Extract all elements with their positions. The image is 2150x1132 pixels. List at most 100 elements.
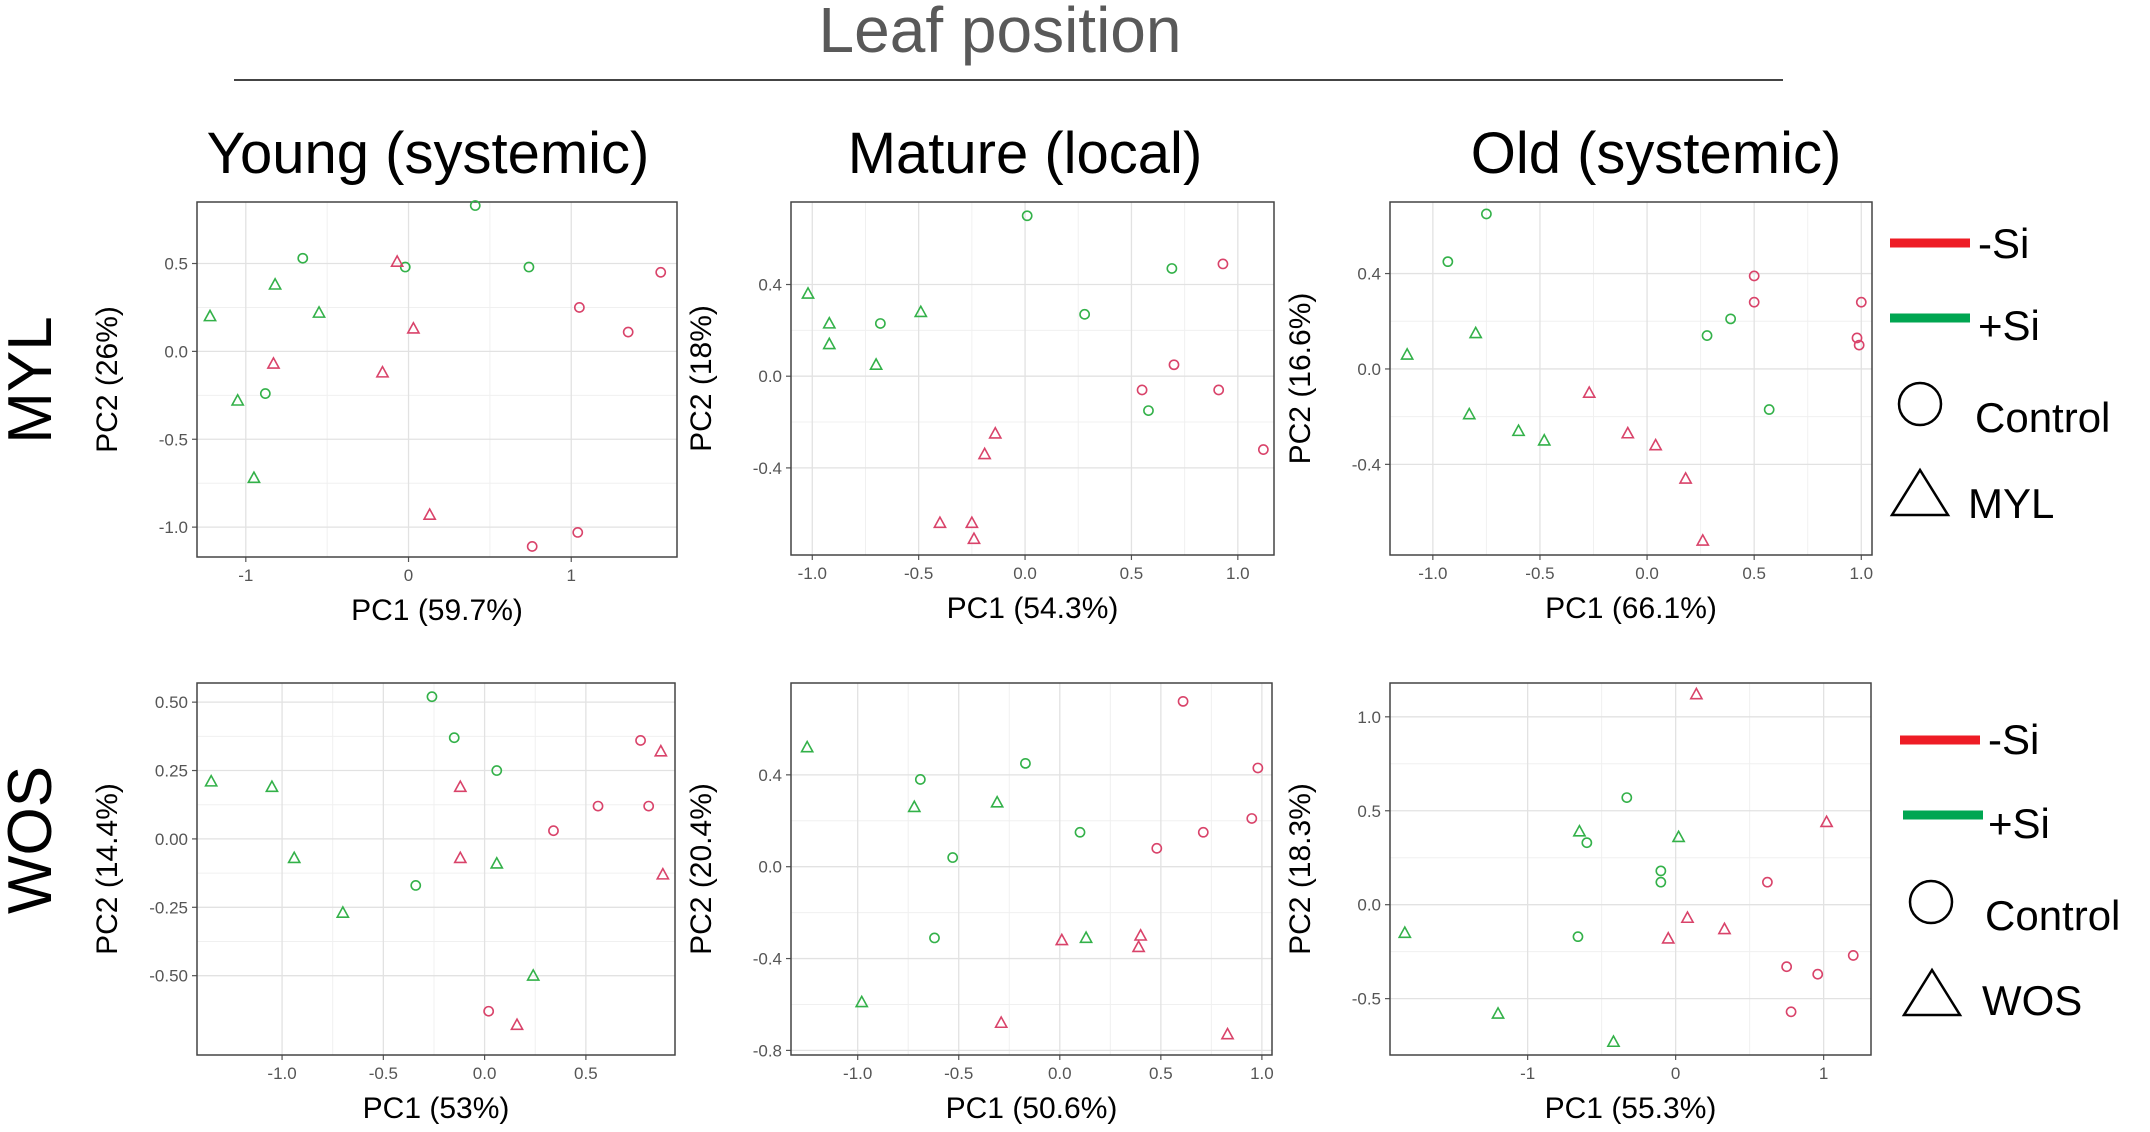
figure-title: Leaf position [819, 0, 1182, 66]
point-minus-si-circle [1252, 762, 1264, 774]
x-tick-label: 1.0 [1226, 564, 1250, 583]
legend-wos-triangle-label: WOS [1982, 977, 2082, 1024]
x-tick-label: 1 [1819, 1064, 1828, 1083]
point-plus-si-circle [1572, 931, 1584, 943]
x-tick-label: 0.5 [574, 1064, 598, 1083]
point-minus-si-circle [1851, 332, 1863, 344]
x-tick-label: 1.0 [1849, 564, 1873, 583]
point-plus-si-circle [469, 200, 481, 211]
point-minus-si-circle [1855, 296, 1867, 308]
legend-myl-plus-si-label: +Si [1978, 302, 2040, 349]
y-tick-label: 0.4 [758, 766, 782, 785]
point-plus-si-triangle [526, 968, 541, 981]
y-tick-label: 0.5 [1357, 802, 1381, 821]
row-label-wos: WOS [0, 766, 65, 914]
point-minus-si-triangle [977, 446, 992, 460]
panel-border [790, 201, 1275, 556]
x-tick-label: 0.5 [1149, 1064, 1173, 1083]
point-plus-si-triangle [1511, 423, 1526, 437]
y-tick-label: 0.00 [155, 830, 188, 849]
point-plus-si-circle [1655, 876, 1667, 888]
point-plus-si-circle [297, 252, 309, 264]
point-minus-si-circle [573, 302, 585, 313]
point-minus-si-circle [655, 266, 667, 278]
y-tick-label: 0.5 [164, 255, 188, 274]
legend-wos-circle-icon [1908, 879, 1954, 925]
point-minus-si-circle [548, 825, 559, 837]
point-minus-si-triangle [932, 515, 947, 529]
point-minus-si-circle [1748, 296, 1760, 308]
point-minus-si-triangle [1648, 437, 1663, 451]
y-tick-label: 1.0 [1357, 708, 1381, 727]
point-minus-si-circle [1151, 842, 1163, 854]
point-minus-si-triangle [1620, 425, 1635, 439]
x-tick-label: -1.0 [843, 1064, 872, 1083]
point-minus-si-circle [1812, 968, 1824, 980]
x-axis-label: PC1 (66.1%) [1545, 592, 1717, 625]
point-plus-si-triangle [203, 308, 217, 322]
x-tick-label: -0.5 [1525, 564, 1554, 583]
y-axis-label: PC2 (26%) [91, 306, 124, 453]
point-plus-si-triangle [907, 799, 922, 813]
point-plus-si-triangle [1462, 406, 1477, 420]
point-plus-si-triangle [1671, 829, 1686, 843]
y-tick-label: 0.50 [155, 693, 188, 712]
point-minus-si-triangle [964, 515, 979, 529]
point-minus-si-circle [1246, 813, 1258, 824]
point-plus-si-circle [1621, 792, 1633, 804]
point-plus-si-triangle [822, 336, 837, 350]
point-plus-si-triangle [230, 393, 245, 406]
panel-border [790, 682, 1273, 1056]
panel-young-wos: -1.0 -0.5 0.0 0.5 -0.50 -0.25 0.00 0.25 0.50 PC1 … [91, 682, 676, 1125]
point-plus-si-circle [1481, 208, 1492, 220]
point-minus-si-triangle [994, 1015, 1009, 1029]
panel-border [196, 682, 676, 1056]
point-plus-si-circle [1166, 263, 1178, 274]
point-minus-si-triangle [375, 365, 390, 378]
point-plus-si-triangle [287, 850, 302, 864]
x-tick-label: 0.5 [1742, 564, 1766, 583]
point-plus-si-triangle [822, 316, 837, 329]
legend-myl-circle-icon [1897, 381, 1943, 427]
point-minus-si-triangle [1695, 533, 1710, 546]
legend-myl-control-label: Control [1975, 394, 2110, 441]
y-tick-label: 0.0 [758, 367, 782, 386]
panel-border [1389, 682, 1872, 1056]
point-minus-si-circle [1136, 384, 1148, 396]
y-axis-label: PC2 (16.6%) [1284, 293, 1317, 465]
panel-mature-myl: -1.0 -0.5 0.0 0.5 1.0 -0.4 0.0 0.4 PC1 (54.3%) PC… [685, 201, 1275, 625]
x-tick-label: 1.0 [1250, 1064, 1274, 1083]
x-axis-label: PC1 (54.3%) [947, 592, 1119, 625]
point-minus-si-circle [622, 326, 634, 338]
column-title-mature: Mature (local) [848, 121, 1203, 186]
point-minus-si-circle [1748, 270, 1760, 282]
y-tick-label: 0.0 [758, 858, 782, 877]
point-plus-si-triangle [1468, 325, 1483, 339]
point-plus-si-triangle [204, 774, 219, 787]
legend-wos-plus-si-label: +Si [1988, 800, 2050, 847]
y-tick-label: 0.4 [758, 276, 782, 295]
point-minus-si-circle [1217, 258, 1229, 270]
x-tick-label: 0 [404, 566, 413, 585]
point-minus-si-triangle [453, 779, 468, 793]
legend-wos-minus-si-label: -Si [1988, 716, 2039, 763]
panel-old-myl: -1.0 -0.5 0.0 0.5 1.0 -0.4 0.0 0.4 PC1 (66.1%) PC… [1284, 201, 1873, 625]
point-plus-si-triangle [1606, 1034, 1621, 1048]
point-minus-si-triangle [1582, 385, 1597, 399]
y-tick-label: -0.4 [753, 459, 782, 478]
x-tick-label: -1.0 [1418, 564, 1447, 583]
point-plus-si-triangle [1079, 930, 1094, 944]
y-tick-label: -0.5 [1352, 990, 1381, 1009]
point-plus-si-triangle [869, 357, 884, 370]
point-minus-si-triangle [1220, 1026, 1235, 1040]
point-minus-si-circle [1257, 444, 1269, 455]
legend-myl: -Si +Si Control MYL [1889, 220, 2110, 527]
point-plus-si-triangle [489, 856, 504, 869]
x-axis-label: PC1 (50.6%) [946, 1092, 1118, 1125]
point-minus-si-triangle [1689, 686, 1704, 700]
point-minus-si-triangle [653, 743, 668, 757]
point-minus-si-circle [526, 541, 538, 552]
point-plus-si-circle [1143, 405, 1154, 416]
point-plus-si-triangle [335, 905, 350, 918]
